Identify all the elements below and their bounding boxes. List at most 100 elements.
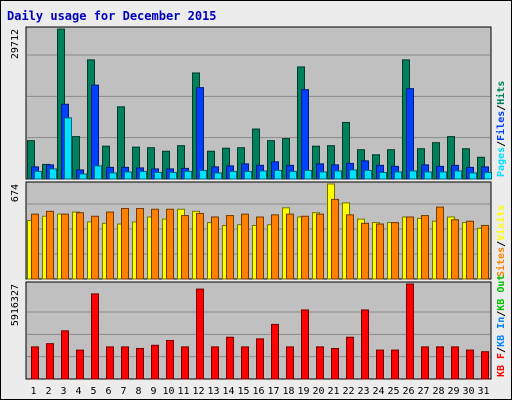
x-tick-label-day-2: 2 bbox=[45, 386, 51, 397]
bar-sites-day-2 bbox=[46, 210, 54, 280]
x-tick-label-day-5: 5 bbox=[90, 386, 96, 397]
legend-item-kb-in: KB In bbox=[496, 317, 507, 347]
bar-kb-f-day-23 bbox=[361, 309, 369, 380]
bar-sites-day-27 bbox=[421, 215, 429, 280]
legend-item-files: Files bbox=[495, 111, 507, 141]
bar-kb-f-day-28 bbox=[436, 346, 444, 380]
bar-pages-day-12 bbox=[199, 169, 207, 180]
bar-kb-f-day-17 bbox=[271, 323, 279, 380]
legend-visits-sites: Sites/Visits bbox=[495, 205, 507, 277]
bar-sites-day-6 bbox=[106, 211, 114, 280]
bar-kb-f-day-29 bbox=[451, 346, 459, 380]
bar-kb-f-day-18 bbox=[286, 346, 294, 380]
bar-kb-f-day-14 bbox=[226, 336, 234, 380]
x-tick-label-day-22: 22 bbox=[342, 386, 354, 397]
bar-kb-f-day-16 bbox=[256, 338, 264, 380]
bar-pages-day-10 bbox=[169, 171, 177, 180]
x-tick-label-day-30: 30 bbox=[462, 386, 474, 397]
x-tick-label-day-18: 18 bbox=[282, 386, 294, 397]
bar-pages-day-30 bbox=[469, 172, 477, 180]
y-axis-max-label-visits-sites: 674 bbox=[10, 184, 21, 202]
bar-files-day-26 bbox=[406, 88, 414, 180]
bar-kb-f-day-4 bbox=[76, 349, 84, 380]
legend-separator: / bbox=[496, 141, 507, 147]
bar-kb-f-day-25 bbox=[391, 349, 399, 380]
bar-kb-f-day-24 bbox=[376, 349, 384, 380]
bar-kb-f-day-30 bbox=[466, 349, 474, 380]
bar-kb-f-day-2 bbox=[46, 343, 54, 380]
x-tick-label-day-12: 12 bbox=[192, 386, 204, 397]
x-tick-label-day-31: 31 bbox=[477, 386, 489, 397]
bar-kb-f-day-20 bbox=[316, 346, 324, 380]
bar-pages-day-15 bbox=[244, 170, 252, 180]
bar-pages-day-22 bbox=[349, 169, 357, 180]
bar-kb-f-day-22 bbox=[346, 336, 354, 380]
bar-sites-day-9 bbox=[151, 208, 159, 280]
legend-item-visits: Visits bbox=[495, 205, 507, 241]
bar-kb-f-day-19 bbox=[301, 309, 309, 380]
x-tick-label-day-13: 13 bbox=[207, 386, 219, 397]
x-tick-label-day-23: 23 bbox=[357, 386, 369, 397]
bar-pages-day-18 bbox=[289, 170, 297, 180]
legend-separator: / bbox=[496, 241, 507, 247]
bar-pages-day-3 bbox=[64, 117, 72, 180]
x-tick-label-day-10: 10 bbox=[162, 386, 174, 397]
bar-pages-day-28 bbox=[439, 171, 447, 180]
bar-pages-day-13 bbox=[214, 172, 222, 180]
bar-pages-day-23 bbox=[364, 169, 372, 180]
bar-pages-day-6 bbox=[109, 172, 117, 180]
legend-separator: / bbox=[496, 105, 507, 111]
bar-sites-day-13 bbox=[211, 216, 219, 280]
x-tick-label-day-14: 14 bbox=[222, 386, 234, 397]
bar-kb-f-day-12 bbox=[196, 288, 204, 380]
legend-item-pages: Pages bbox=[496, 147, 507, 177]
bar-kb-f-day-15 bbox=[241, 346, 249, 380]
bar-sites-day-30 bbox=[466, 220, 474, 280]
bar-kb-f-day-26 bbox=[406, 283, 414, 380]
bar-kb-f-day-5 bbox=[91, 293, 99, 380]
bar-pages-day-14 bbox=[229, 170, 237, 180]
bar-sites-day-7 bbox=[121, 208, 129, 280]
legend-separator: / bbox=[496, 311, 507, 317]
x-tick-label-day-26: 26 bbox=[402, 386, 414, 397]
bar-files-day-12 bbox=[196, 87, 204, 180]
bar-pages-day-25 bbox=[394, 171, 402, 180]
bar-pages-day-19 bbox=[304, 169, 312, 180]
bar-kb-f-day-13 bbox=[211, 346, 219, 380]
bar-kb-f-day-7 bbox=[121, 346, 129, 380]
bar-sites-day-14 bbox=[226, 215, 234, 280]
bar-sites-day-28 bbox=[436, 206, 444, 280]
x-tick-label-day-20: 20 bbox=[312, 386, 324, 397]
bar-sites-day-12 bbox=[196, 212, 204, 280]
x-tick-label-day-7: 7 bbox=[120, 386, 126, 397]
legend-item-sites: Sites bbox=[495, 247, 507, 277]
x-tick-label-day-4: 4 bbox=[75, 386, 81, 397]
bar-pages-day-8 bbox=[139, 170, 147, 180]
bar-kb-f-day-3 bbox=[61, 330, 69, 380]
bar-pages-day-11 bbox=[184, 170, 192, 180]
x-tick-label-day-24: 24 bbox=[372, 386, 384, 397]
bar-sites-day-4 bbox=[76, 212, 84, 280]
bar-pages-day-24 bbox=[379, 171, 387, 180]
legend-hits-files-pages: Pages/Files/Hits bbox=[495, 81, 507, 177]
bar-files-day-19 bbox=[301, 89, 309, 180]
x-tick-label-day-17: 17 bbox=[267, 386, 279, 397]
bar-pages-day-4 bbox=[79, 173, 87, 180]
bar-pages-day-17 bbox=[274, 169, 282, 180]
bar-sites-day-1 bbox=[31, 213, 39, 280]
bar-sites-day-19 bbox=[301, 215, 309, 280]
bar-sites-day-15 bbox=[241, 213, 249, 280]
bar-kb-f-day-11 bbox=[181, 346, 189, 380]
x-tick-label-day-19: 19 bbox=[297, 386, 309, 397]
bar-sites-day-10 bbox=[166, 208, 174, 280]
legend-item-kb-f: KB F bbox=[496, 353, 507, 377]
bar-kb-f-day-10 bbox=[166, 339, 174, 380]
bar-kb-f-day-21 bbox=[331, 347, 339, 380]
bar-pages-day-27 bbox=[424, 171, 432, 180]
bar-sites-day-16 bbox=[256, 216, 264, 280]
x-tick-label-day-16: 16 bbox=[252, 386, 264, 397]
x-tick-label-day-9: 9 bbox=[150, 386, 156, 397]
bar-sites-day-5 bbox=[91, 215, 99, 280]
bar-sites-day-26 bbox=[406, 216, 414, 280]
